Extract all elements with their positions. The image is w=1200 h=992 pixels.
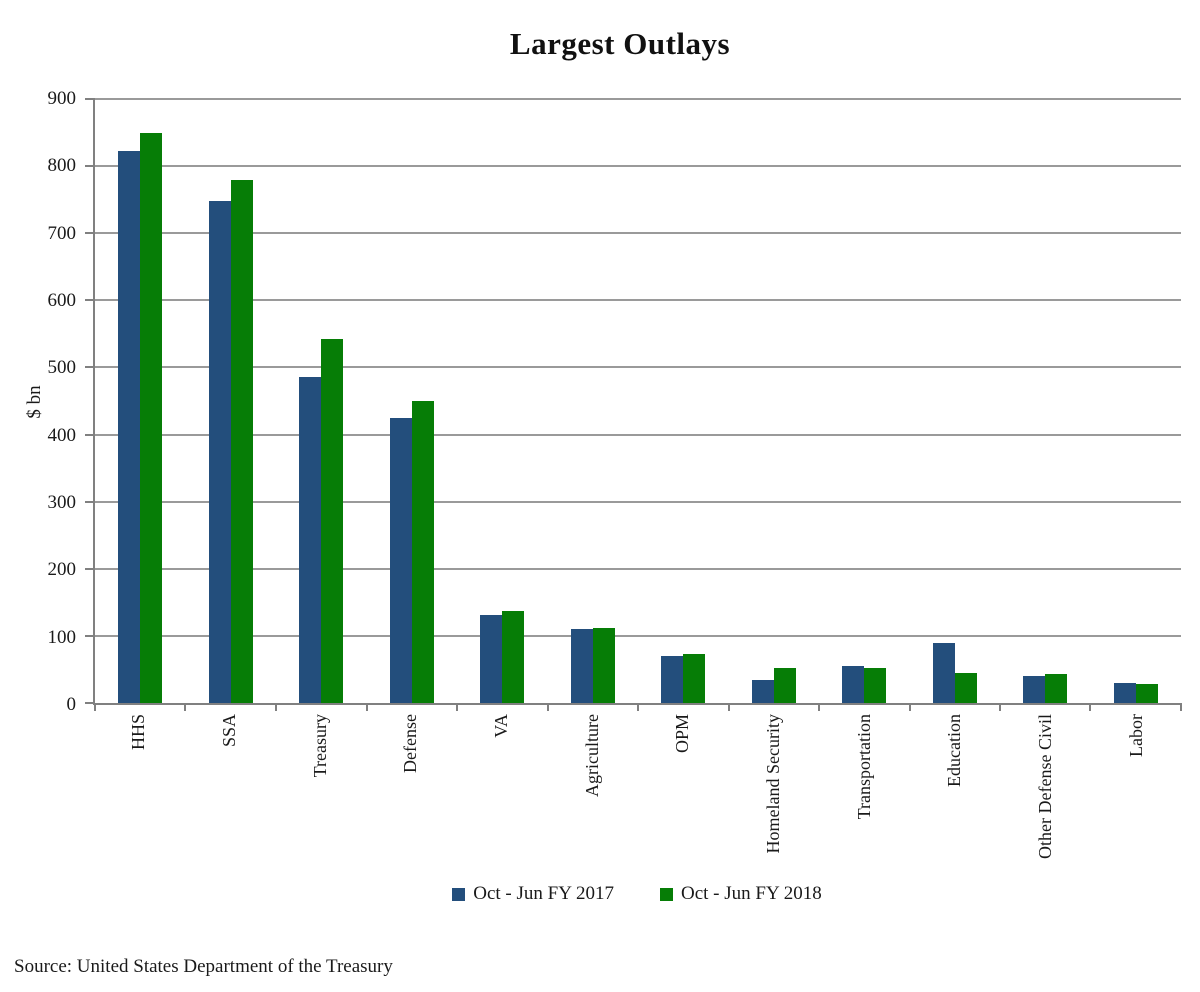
y-tick-label-300: 300: [47, 492, 77, 513]
bar-agriculture-series-2: [592, 627, 615, 703]
source-note: Source: United States Department of the …: [14, 956, 393, 977]
y-tick-label-600: 600: [47, 290, 77, 311]
x-category-label-education: Education: [944, 714, 965, 787]
y-tick-mark-0: [85, 702, 95, 704]
bar-labor-series-2: [1135, 684, 1158, 703]
x-category-label-labor: Labor: [1125, 714, 1146, 757]
bar-group-hhs: [95, 99, 185, 703]
bar-opm-series-2: [683, 654, 706, 703]
y-tick-mark-600: [85, 299, 95, 302]
y-tick-mark-900: [85, 98, 95, 100]
bar-group-treasury: [276, 99, 366, 703]
bar-other-defense-civil-series-1: [1023, 675, 1046, 703]
bar-transportation-series-1: [842, 666, 865, 703]
legend-item-fy2017: Oct - Jun FY 2017: [452, 883, 614, 905]
y-tick-label-100: 100: [47, 626, 77, 648]
legend-label-fy2017: Oct - Jun FY 2017: [473, 883, 614, 904]
y-tick-mark-800: [85, 165, 95, 168]
y-tick-mark-500: [85, 366, 95, 369]
bar-va-series-1: [480, 615, 503, 703]
x-category-label-agriculture: Agriculture: [581, 714, 602, 797]
plot-area: [85, 98, 1182, 711]
bar-education-series-2: [954, 672, 977, 703]
y-tick-mark-400: [85, 433, 95, 436]
x-tick-mark-5: [546, 703, 549, 711]
x-tick-mark-7: [727, 703, 730, 711]
y-tick-label-200: 200: [47, 559, 77, 581]
bar-transportation-series-2: [864, 668, 887, 703]
bar-opm-series-1: [661, 656, 684, 703]
x-category-label-transportation: Transportation: [853, 714, 874, 820]
bar-group-opm: [638, 99, 728, 703]
chart-title: Largest Outlays: [509, 26, 731, 61]
legend-swatch-fy2017: [452, 887, 466, 901]
x-category-label-treasury: Treasury: [309, 714, 330, 778]
bar-group-defense: [367, 99, 457, 703]
bar-other-defense-civil-series-2: [1045, 674, 1068, 703]
legend-swatch-fy2018: [660, 887, 673, 901]
bar-group-transportation: [819, 99, 909, 703]
bar-defense-series-2: [411, 401, 434, 703]
bar-group-ssa: [186, 99, 276, 703]
bar-ssa-series-2: [230, 179, 253, 703]
y-tick-mark-700: [85, 232, 95, 235]
bar-treasury-series-2: [321, 338, 344, 703]
legend-label-fy2018: Oct - Jun FY 2018: [681, 883, 822, 904]
bar-treasury-series-1: [299, 376, 322, 703]
y-axis-title: $ bn: [24, 385, 45, 419]
y-tick-mark-200: [85, 567, 95, 570]
x-tick-mark-8: [817, 703, 820, 711]
legend-item-fy2018: Oct - Jun FY 2018: [660, 883, 822, 905]
x-category-label-defense: Defense: [400, 714, 421, 773]
y-tick-label-800: 800: [47, 155, 77, 177]
y-tick-mark-100: [85, 634, 95, 637]
y-tick-label-700: 700: [47, 222, 77, 244]
bar-homeland-security-series-2: [773, 668, 796, 703]
y-tick-label-900: 900: [47, 88, 77, 109]
x-category-label-va: VA: [491, 714, 511, 738]
bar-defense-series-1: [389, 418, 412, 703]
bar-va-series-2: [502, 611, 525, 703]
legend: Oct - Jun FY 2017 Oct - Jun FY 2018: [93, 883, 1181, 905]
x-category-label-ssa: SSA: [219, 714, 239, 748]
x-tick-mark-11: [1089, 703, 1092, 711]
bar-education-series-1: [932, 642, 955, 703]
bar-homeland-security-series-1: [751, 679, 774, 703]
y-tick-label-0: 0: [66, 694, 77, 715]
x-category-label-hhs: HHS: [128, 714, 149, 751]
x-tick-mark-0: [94, 703, 96, 711]
x-tick-mark-2: [274, 703, 277, 711]
bar-group-education: [910, 99, 1000, 703]
bar-group-va: [457, 99, 547, 703]
x-category-label-opm: OPM: [672, 714, 693, 754]
bar-agriculture-series-1: [570, 629, 593, 703]
y-tick-label-500: 500: [47, 357, 77, 379]
x-tick-mark-9: [908, 703, 911, 711]
x-tick-mark-12: [1180, 703, 1182, 711]
bar-hhs-series-2: [140, 132, 163, 703]
bar-group-labor: [1091, 99, 1181, 703]
x-tick-mark-1: [184, 703, 187, 711]
bar-group-homeland-security: [729, 99, 819, 703]
x-category-label-other-defense-civil: Other Defense Civil: [1035, 714, 1055, 859]
x-tick-mark-3: [365, 703, 368, 711]
y-tick-label-400: 400: [47, 424, 77, 446]
y-tick-mark-300: [85, 500, 95, 503]
x-category-label-homeland-security: Homeland Security: [763, 714, 783, 854]
bar-group-agriculture: [548, 99, 638, 703]
x-tick-mark-4: [455, 703, 458, 711]
x-tick-mark-6: [637, 703, 639, 711]
bar-labor-series-1: [1113, 682, 1136, 703]
bar-ssa-series-1: [208, 201, 231, 703]
x-tick-mark-10: [999, 703, 1001, 711]
bar-group-other-defense-civil: [1000, 99, 1090, 703]
bar-hhs-series-1: [118, 151, 141, 703]
